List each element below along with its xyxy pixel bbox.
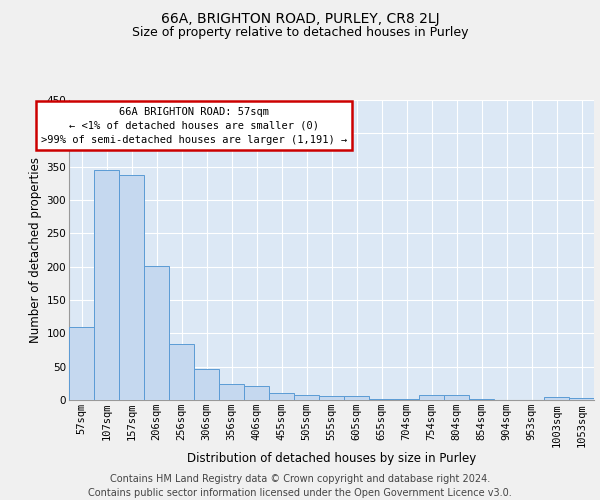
Bar: [69, 326, 94, 400]
Text: 66A, BRIGHTON ROAD, PURLEY, CR8 2LJ: 66A, BRIGHTON ROAD, PURLEY, CR8 2LJ: [161, 12, 439, 26]
Bar: [569, 398, 594, 400]
Bar: [144, 266, 169, 400]
Bar: [169, 344, 194, 400]
Bar: [419, 396, 444, 400]
Bar: [94, 170, 119, 400]
Bar: [544, 398, 569, 400]
Bar: [194, 370, 219, 400]
Text: Size of property relative to detached houses in Purley: Size of property relative to detached ho…: [132, 26, 468, 39]
Bar: [444, 396, 469, 400]
Bar: [219, 384, 244, 400]
Bar: [344, 396, 369, 400]
Y-axis label: Number of detached properties: Number of detached properties: [29, 157, 43, 343]
Bar: [119, 176, 144, 400]
Bar: [319, 396, 344, 400]
Bar: [244, 386, 269, 400]
Text: Contains HM Land Registry data © Crown copyright and database right 2024.
Contai: Contains HM Land Registry data © Crown c…: [88, 474, 512, 498]
Text: 66A BRIGHTON ROAD: 57sqm
← <1% of detached houses are smaller (0)
>99% of semi-d: 66A BRIGHTON ROAD: 57sqm ← <1% of detach…: [41, 106, 347, 144]
Bar: [269, 394, 294, 400]
X-axis label: Distribution of detached houses by size in Purley: Distribution of detached houses by size …: [187, 452, 476, 465]
Bar: [294, 396, 319, 400]
